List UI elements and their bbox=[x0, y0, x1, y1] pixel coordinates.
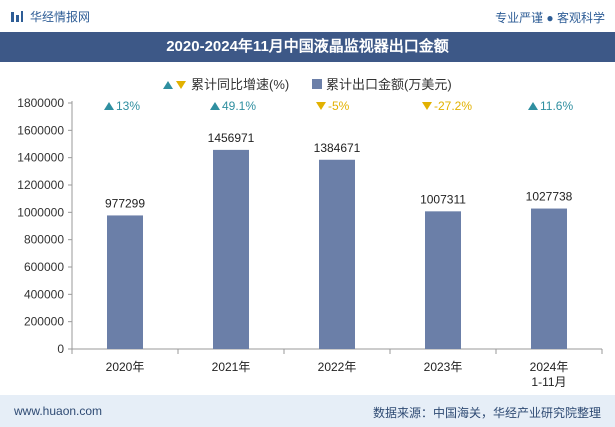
y-tick-label: 1400000 bbox=[17, 151, 64, 165]
chart: 累计同比增速(%) 累计出口金额(万美元) 0 200000 400000 600000 8… bbox=[17, 77, 603, 389]
growth-label: 11.6% bbox=[540, 99, 573, 113]
growth-label: -27.2% bbox=[434, 99, 472, 113]
growth-up-triangle-icon bbox=[104, 102, 114, 110]
y-tick-label: 1800000 bbox=[17, 96, 64, 110]
growth-label: 13% bbox=[116, 99, 140, 113]
legend-down-triangle-icon bbox=[176, 81, 186, 89]
growth-label: 49.1% bbox=[222, 99, 256, 113]
bar bbox=[531, 208, 567, 349]
bar-value-label: 1007311 bbox=[420, 192, 466, 206]
bar-value-label: 1456971 bbox=[208, 131, 255, 145]
y-tick-label: 1200000 bbox=[17, 178, 64, 192]
bar bbox=[107, 215, 143, 349]
growth-down-triangle-icon bbox=[316, 102, 326, 110]
x-tick-label: 2023年 bbox=[424, 360, 463, 374]
bar bbox=[319, 159, 355, 349]
footer: www.huaon.com 数据来源：中国海关，华经产业研究院整理 bbox=[0, 395, 615, 427]
bar bbox=[425, 211, 461, 349]
y-tick-label: 1000000 bbox=[17, 205, 64, 219]
y-tick-label: 1600000 bbox=[17, 123, 64, 137]
growth-up-triangle-icon bbox=[528, 102, 538, 110]
top-bar: 华经情报网 专业严谨 ● 客观科学 bbox=[0, 0, 615, 32]
legend-growth-label: 累计同比增速(%) bbox=[191, 77, 289, 92]
y-tick-label: 600000 bbox=[24, 260, 64, 274]
brand-name: 华经情报网 bbox=[30, 10, 91, 24]
brand[interactable]: 华经情报网 bbox=[10, 8, 90, 25]
chart-title: 2020-2024年11月中国液晶监视器出口金额 bbox=[0, 32, 615, 62]
footer-website[interactable]: www.huaon.com bbox=[14, 404, 103, 418]
growth-label: -5% bbox=[328, 99, 350, 113]
x-tick-label: 1-11月 bbox=[531, 375, 566, 389]
x-tick-label: 2024年 bbox=[530, 360, 569, 374]
slogan: 专业严谨 ● 客观科学 bbox=[495, 11, 605, 25]
growth-down-triangle-icon bbox=[422, 102, 432, 110]
brand-logo-icon bbox=[11, 10, 23, 22]
y-tick-label: 400000 bbox=[24, 287, 64, 301]
x-tick-label: 2022年 bbox=[318, 360, 357, 374]
legend-bar-swatch bbox=[312, 79, 322, 89]
legend-up-triangle-icon bbox=[163, 81, 173, 89]
x-tick-label: 2020年 bbox=[106, 360, 145, 374]
bar-value-label: 977299 bbox=[105, 196, 145, 210]
y-tick-label: 0 bbox=[57, 342, 64, 356]
y-tick-label: 800000 bbox=[24, 233, 64, 247]
x-tick-label: 2021年 bbox=[212, 360, 251, 374]
y-tick-label: 200000 bbox=[24, 315, 64, 329]
bar bbox=[213, 149, 249, 349]
legend-bar-label: 累计出口金额(万美元) bbox=[326, 77, 452, 92]
growth-up-triangle-icon bbox=[210, 102, 220, 110]
footer-source: 数据来源：中国海关，华经产业研究院整理 bbox=[372, 406, 601, 420]
bar-value-label: 1027738 bbox=[526, 190, 573, 204]
bar-value-label: 1384671 bbox=[314, 141, 361, 155]
